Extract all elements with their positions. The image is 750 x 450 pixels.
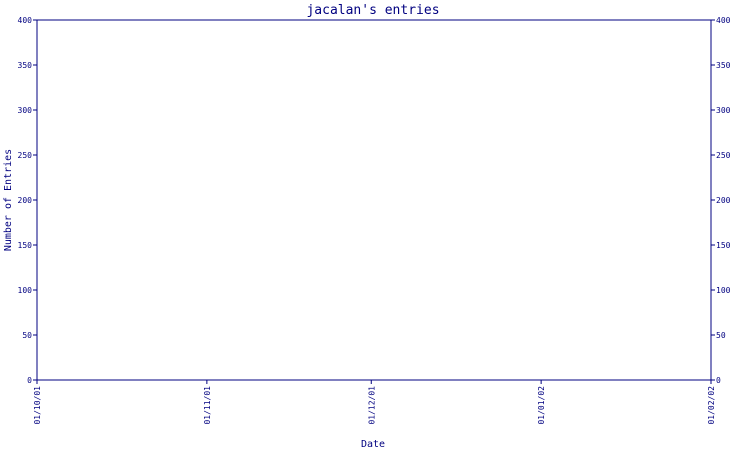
y-axis-left: 0 50 100 150 200 250 300 350 400 [18, 16, 37, 385]
x-tick-label: 01/11/01 [203, 386, 212, 425]
x-tick-label: 01/10/01 [33, 386, 42, 425]
x-tick-label: 01/12/01 [367, 386, 376, 425]
y-tick-label-left: 250 [18, 151, 33, 160]
y-tick-label-right: 150 [716, 241, 731, 250]
y-tick-label-left: 0 [27, 376, 32, 385]
x-axis-title: Date [361, 439, 385, 450]
y-tick-label-left: 300 [18, 106, 33, 115]
y-axis-title: Number of Entries [3, 149, 14, 251]
y-tick-label-right: 350 [716, 61, 731, 70]
chart-title: jacalan's entries [306, 3, 439, 18]
y-axis-right: 0 50 100 150 200 250 300 350 400 [711, 16, 731, 385]
y-tick-label-right: 400 [716, 16, 731, 25]
y-tick-label-right: 250 [716, 151, 731, 160]
x-tick-label: 01/01/02 [537, 386, 546, 425]
y-tick-label-right: 300 [716, 106, 731, 115]
y-tick-label-left: 350 [18, 61, 33, 70]
y-tick-label-left: 400 [18, 16, 33, 25]
y-tick-label-left: 50 [22, 331, 32, 340]
y-tick-label-left: 150 [18, 241, 33, 250]
y-tick-label-right: 50 [716, 331, 726, 340]
y-tick-label-right: 100 [716, 286, 731, 295]
x-tick-label: 01/02/02 [707, 386, 716, 425]
y-tick-label-right: 0 [716, 376, 721, 385]
y-tick-label-left: 200 [18, 196, 33, 205]
y-tick-label-left: 100 [18, 286, 33, 295]
y-tick-label-right: 200 [716, 196, 731, 205]
x-axis: 01/10/01 01/11/01 01/12/01 01/01/02 01/02/02 [33, 380, 716, 425]
plot-area-frame [36, 19, 712, 381]
